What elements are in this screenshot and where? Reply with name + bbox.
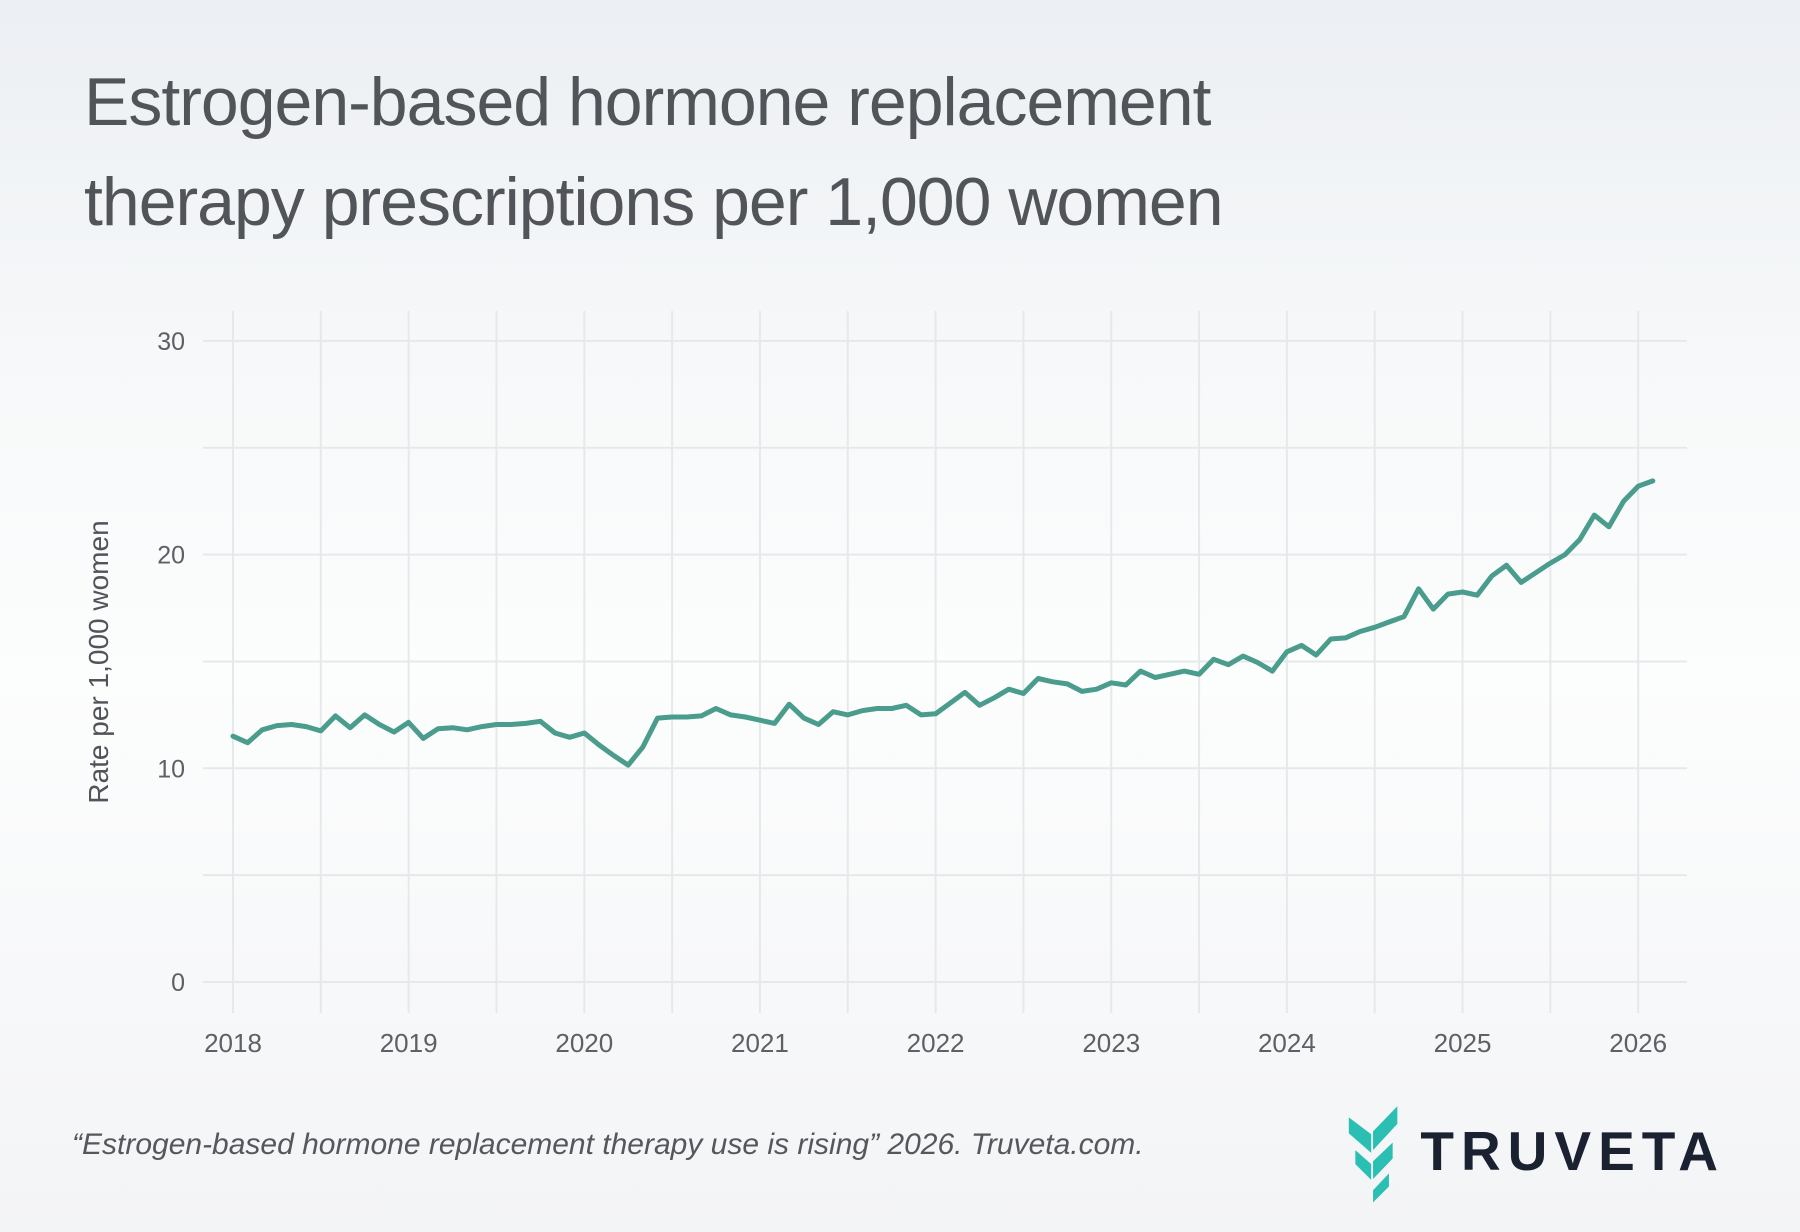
page-title: Estrogen-based hormone replacement thera…	[84, 52, 1224, 252]
x-tick-label: 2026	[1609, 1028, 1667, 1058]
x-tick-label: 2021	[731, 1028, 789, 1058]
y-tick-label: 0	[171, 969, 185, 997]
data-line-series	[230, 478, 1656, 768]
source-citation: “Estrogen-based hormone replacement ther…	[72, 1128, 1144, 1161]
axis-tick-labels: 0 10 20 30 2018 2019 2020 2021 2022 2023 2024 2025 2…	[157, 328, 1667, 1058]
x-tick-label: 2020	[555, 1028, 613, 1058]
truveta-logo: TRUVETA	[1346, 1098, 1725, 1204]
truveta-logo-text: TRUVETA	[1420, 1120, 1725, 1182]
x-tick-label: 2025	[1434, 1028, 1492, 1058]
y-tick-label: 10	[157, 755, 185, 783]
y-tick-label: 30	[157, 328, 185, 356]
x-tick-label: 2018	[204, 1028, 262, 1058]
y-axis-title: Rate per 1,000 women	[83, 520, 114, 803]
x-tick-label: 2023	[1082, 1028, 1140, 1058]
x-tick-label: 2022	[907, 1028, 965, 1058]
truveta-logo-icon	[1349, 1106, 1398, 1203]
x-tick-label: 2024	[1258, 1028, 1316, 1058]
y-tick-label: 20	[157, 542, 185, 570]
x-tick-label: 2019	[380, 1028, 438, 1058]
gridlines	[203, 311, 1687, 1013]
page-title-line2: therapy prescriptions per 1,000 women	[84, 164, 1224, 240]
page-title-line1: Estrogen-based hormone replacement	[84, 64, 1211, 140]
